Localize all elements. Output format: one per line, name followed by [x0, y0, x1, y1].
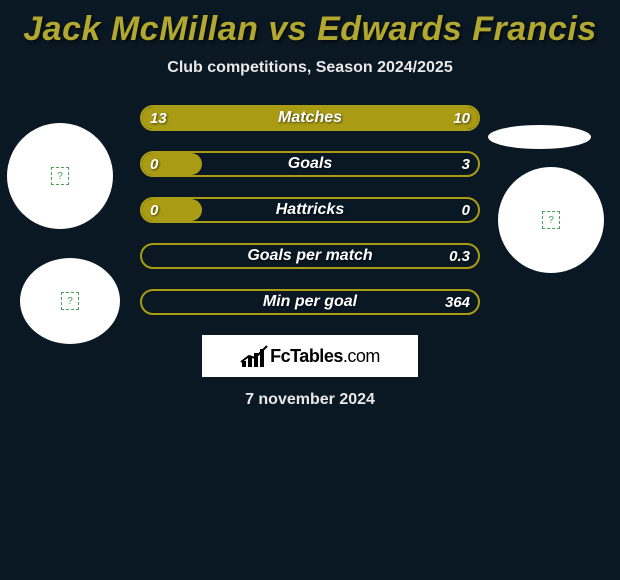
page-title: Jack McMillan vs Edwards Francis [0, 0, 620, 49]
stat-row: Goals03 [140, 151, 480, 177]
stat-right-value: 0 [462, 197, 470, 223]
stat-row: Min per goal364 [140, 289, 480, 315]
brand-light: .com [343, 346, 380, 366]
brand-box: FcTables.com [202, 335, 418, 377]
stat-track [140, 151, 480, 177]
date: 7 november 2024 [0, 391, 620, 409]
stat-row: Matches1310 [140, 105, 480, 131]
stat-left-value: 13 [150, 105, 167, 131]
avatar: ? [20, 258, 120, 344]
avatar-oval [488, 125, 591, 149]
stat-left-value: 0 [150, 151, 158, 177]
placeholder-icon: ? [51, 167, 69, 185]
stat-right-value: 3 [462, 151, 470, 177]
avatar: ? [498, 167, 604, 273]
placeholder-icon: ? [542, 211, 560, 229]
stat-track [140, 105, 480, 131]
stat-row: Goals per match0.3 [140, 243, 480, 269]
stat-bars: Matches1310Goals03Hattricks00Goals per m… [140, 105, 480, 315]
stat-row: Hattricks00 [140, 197, 480, 223]
stat-right-value: 0.3 [449, 243, 470, 269]
stat-right-value: 364 [445, 289, 470, 315]
subtitle: Club competitions, Season 2024/2025 [0, 59, 620, 77]
chart-icon [240, 345, 268, 367]
stat-track [140, 289, 480, 315]
brand-strong: FcTables [270, 346, 343, 366]
stat-right-value: 10 [453, 105, 470, 131]
stat-track [140, 243, 480, 269]
brand-text: FcTables.com [270, 346, 380, 367]
stat-track [140, 197, 480, 223]
avatar: ? [7, 123, 113, 229]
stat-left-value: 0 [150, 197, 158, 223]
placeholder-icon: ? [61, 292, 79, 310]
stat-fill [142, 107, 478, 129]
